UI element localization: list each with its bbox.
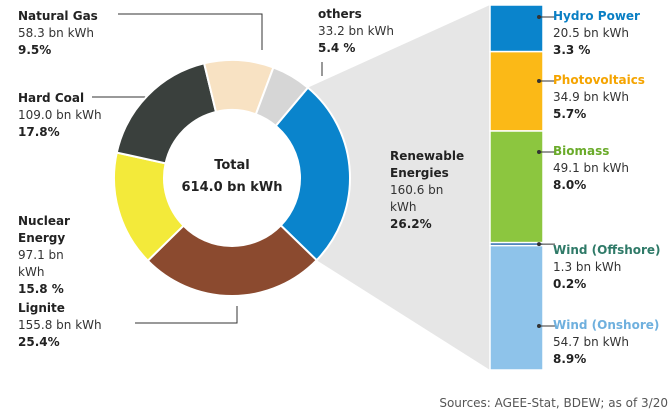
donut-slice [254,66,310,128]
value-label: 109.0 bn kWh [18,108,102,122]
leader-dot [537,242,541,247]
leader-line [135,306,238,324]
value-label: 160.6 bn kWh [390,183,444,214]
breakdown-segment [489,130,544,244]
leader-line [118,13,263,50]
slice-label: Lignite 155.8 bn kWh 25.4% [18,300,102,351]
center-value: 614.0 bn kWh [181,180,283,195]
category-label: Hard Coal [18,91,85,105]
category-label: Lignite [18,301,65,315]
value-label: 58.3 bn kWh [18,26,94,40]
donut-slice [146,223,319,297]
category-label: Wind (Offshore) [553,243,661,257]
slice-label: Renewable Energies 160.6 bn kWh 26.2% [390,148,465,233]
connector-wedge [307,5,490,370]
value-label: 49.1 bn kWh [553,161,629,175]
value-label: 1.3 bn kWh [553,260,622,274]
center-label: Total 614.0 bn kWh [172,155,292,199]
category-label: others [318,7,362,21]
center-title: Total [214,158,250,173]
leader-dot [537,79,541,83]
breakdown-label: Wind (Onshore) 54.7 bn kWh 8.9% [553,317,659,368]
source: Sources: AGEE-Stat, BDEW; as of 3/20 [439,396,668,410]
category-label: Hydro Power [553,9,640,23]
leader-dot [537,324,541,328]
percent-label: 26.2% [390,217,432,231]
value-label: 20.5 bn kWh [553,26,629,40]
value-label: 34.9 bn kWh [553,90,629,104]
leader-dot [537,15,541,19]
slice-label: Natural Gas 58.3 bn kWh 9.5% [18,8,98,59]
percent-label: 8.0% [553,178,587,192]
donut-slice [274,86,351,262]
breakdown-label: Biomass 49.1 bn kWh 8.0% [553,143,629,194]
breakdown-segment [489,50,544,132]
value-label: 54.7 bn kWh [553,335,629,349]
percent-label: 9.5% [18,43,52,57]
percent-label: 17.8% [18,125,60,139]
percent-label: 15.8 % [18,282,64,296]
percent-label: 3.3 % [553,43,591,57]
category-label: Photovoltaics [553,73,645,87]
leader-dot [537,150,541,154]
breakdown-label: Photovoltaics 34.9 bn kWh 5.7% [553,72,645,123]
category-label: Natural Gas [18,9,98,23]
value-label: 33.2 bn kWh [318,24,394,38]
percent-label: 5.7% [553,107,587,121]
value-label: 155.8 bn kWh [18,318,102,332]
breakdown-label: Hydro Power 20.5 bn kWh 3.3 % [553,8,640,59]
slice-label: Nuclear Energy 97.1 bn kWh 15.8 % [18,213,78,298]
percent-label: 8.9% [553,352,587,366]
percent-label: 0.2% [553,277,587,291]
category-label: Biomass [553,144,610,158]
donut-slice [115,62,218,165]
category-label: Nuclear Energy [18,214,70,245]
breakdown-segment [489,244,544,371]
category-label: Wind (Onshore) [553,318,660,332]
percent-label: 5.4 % [318,41,356,55]
percent-label: 25.4% [18,335,60,349]
breakdown-label: Wind (Offshore) 1.3 bn kWh 0.2% [553,242,661,293]
slice-label: others 33.2 bn kWh 5.4 % [318,6,394,57]
slice-label: Hard Coal 109.0 bn kWh 17.8% [18,90,102,141]
value-label: 97.1 bn kWh [18,248,64,279]
breakdown-segment [489,4,544,53]
category-label: Renewable Energies [390,149,465,180]
